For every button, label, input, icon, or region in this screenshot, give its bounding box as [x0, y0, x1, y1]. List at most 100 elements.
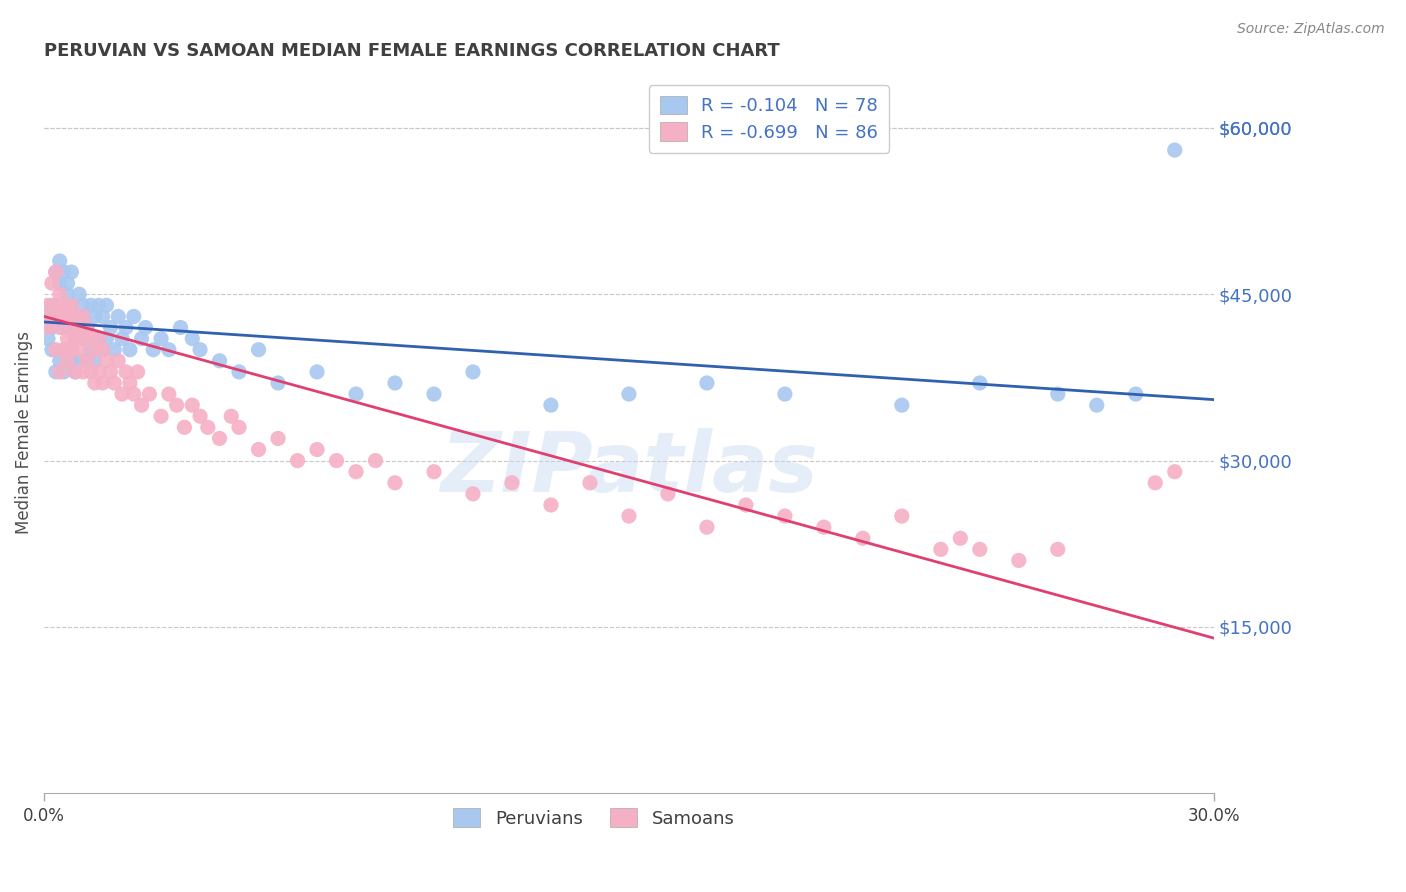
Point	[45, 365, 67, 379]
Point	[267, 432, 290, 446]
Point	[579, 475, 602, 490]
Point	[41, 320, 63, 334]
Point	[76, 353, 98, 368]
Point	[150, 409, 173, 424]
Point	[65, 332, 87, 346]
Point	[1164, 465, 1187, 479]
Point	[142, 343, 165, 357]
Point	[384, 475, 406, 490]
Point	[1144, 475, 1167, 490]
Point	[37, 320, 59, 334]
Point	[56, 310, 79, 324]
Point	[48, 287, 70, 301]
Y-axis label: Median Female Earnings: Median Female Earnings	[15, 332, 32, 534]
Point	[734, 498, 756, 512]
Point	[1125, 387, 1147, 401]
Point	[45, 310, 67, 324]
Point	[60, 320, 83, 334]
Point	[72, 365, 94, 379]
Point	[852, 531, 875, 545]
Point	[118, 376, 141, 390]
Point	[173, 420, 195, 434]
Point	[91, 376, 114, 390]
Point	[80, 365, 103, 379]
Point	[1008, 553, 1031, 567]
Point	[364, 453, 387, 467]
Point	[52, 298, 75, 312]
Point	[461, 365, 484, 379]
Point	[91, 310, 114, 324]
Text: ZIPat​las: ZIPat​las	[440, 428, 818, 509]
Point	[115, 320, 138, 334]
Point	[83, 376, 105, 390]
Point	[197, 420, 219, 434]
Text: Source: ZipAtlas.com: Source: ZipAtlas.com	[1237, 22, 1385, 37]
Point	[115, 365, 138, 379]
Point	[60, 353, 83, 368]
Point	[87, 298, 110, 312]
Point	[188, 409, 211, 424]
Point	[48, 320, 70, 334]
Point	[41, 298, 63, 312]
Point	[65, 332, 87, 346]
Point	[617, 509, 640, 524]
Point	[48, 254, 70, 268]
Point	[540, 498, 562, 512]
Point	[107, 353, 129, 368]
Point	[100, 320, 122, 334]
Point	[305, 365, 328, 379]
Point	[67, 320, 90, 334]
Point	[76, 353, 98, 368]
Point	[423, 465, 446, 479]
Point	[134, 320, 156, 334]
Point	[118, 343, 141, 357]
Point	[56, 276, 79, 290]
Point	[696, 520, 718, 534]
Point	[247, 343, 270, 357]
Point	[122, 310, 145, 324]
Point	[45, 343, 67, 357]
Point	[91, 343, 114, 357]
Point	[65, 310, 87, 324]
Point	[384, 376, 406, 390]
Point	[87, 332, 110, 346]
Point	[228, 365, 250, 379]
Point	[48, 353, 70, 368]
Point	[52, 320, 75, 334]
Point	[41, 310, 63, 324]
Point	[969, 542, 991, 557]
Point	[617, 387, 640, 401]
Point	[76, 320, 98, 334]
Point	[103, 376, 125, 390]
Point	[138, 387, 160, 401]
Point	[60, 298, 83, 312]
Point	[157, 387, 180, 401]
Point	[813, 520, 835, 534]
Legend: Peruvians, Samoans: Peruvians, Samoans	[446, 801, 741, 835]
Point	[773, 387, 796, 401]
Point	[60, 298, 83, 312]
Point	[890, 509, 912, 524]
Point	[72, 332, 94, 346]
Point	[65, 310, 87, 324]
Point	[48, 365, 70, 379]
Point	[60, 320, 83, 334]
Point	[1085, 398, 1108, 412]
Point	[83, 310, 105, 324]
Point	[67, 353, 90, 368]
Point	[87, 332, 110, 346]
Point	[91, 343, 114, 357]
Point	[181, 332, 204, 346]
Point	[83, 353, 105, 368]
Point	[181, 398, 204, 412]
Point	[157, 343, 180, 357]
Point	[96, 298, 118, 312]
Point	[773, 509, 796, 524]
Point	[423, 387, 446, 401]
Point	[208, 353, 231, 368]
Point	[45, 265, 67, 279]
Point	[96, 353, 118, 368]
Point	[461, 487, 484, 501]
Point	[80, 332, 103, 346]
Point	[52, 343, 75, 357]
